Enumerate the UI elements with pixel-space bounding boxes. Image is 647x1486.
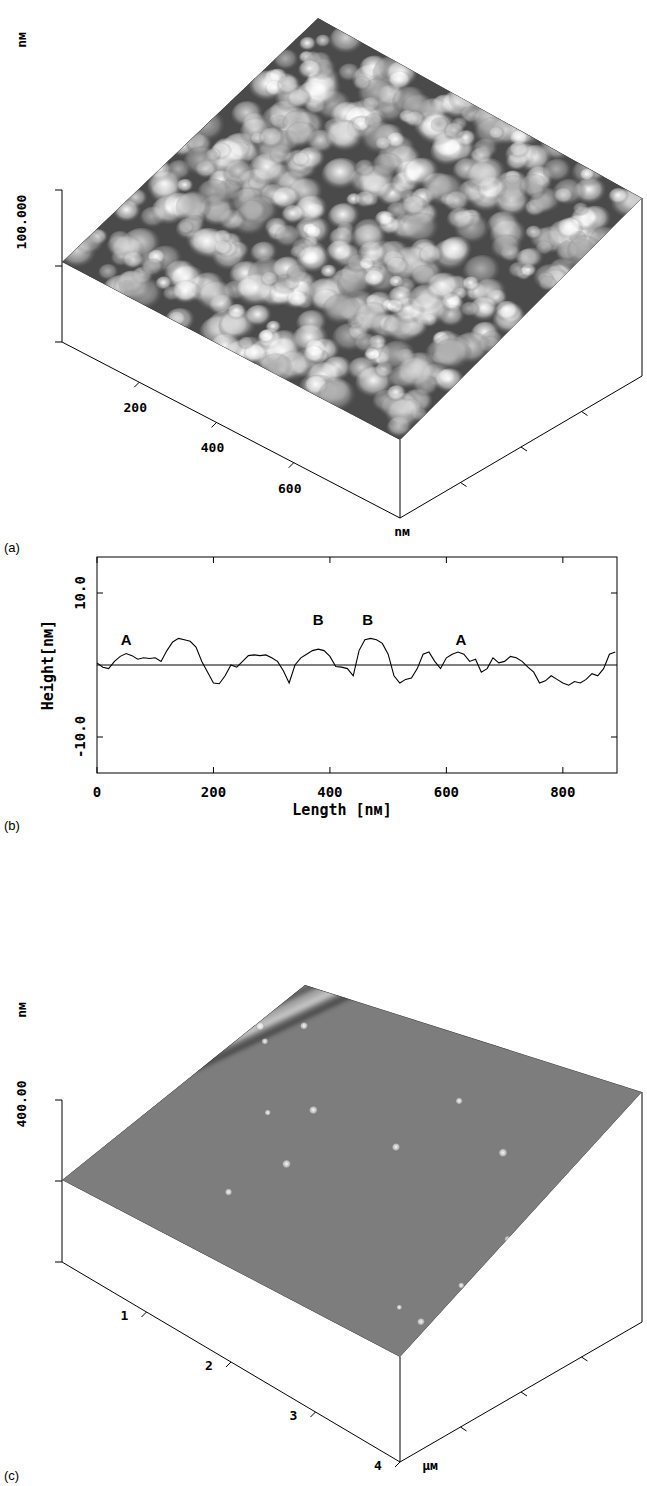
x-tick-top: [213, 557, 214, 563]
x-tick-label: 400: [201, 440, 225, 455]
x-tick-label: 600: [278, 481, 302, 496]
annotation: B: [313, 611, 324, 628]
x-tick: [134, 382, 139, 387]
x-tick-label: 2: [205, 1358, 213, 1373]
y-tick-right: [611, 737, 617, 738]
x-tick: [226, 1362, 231, 1367]
y-tick: [97, 737, 103, 738]
y-tick-label: -10.0: [72, 716, 88, 758]
x-tick-top: [97, 557, 98, 563]
plot-frame: [97, 557, 617, 773]
afm-surface: [59, 18, 647, 440]
x-tick-label: 200: [201, 784, 226, 800]
panel-letter: (a): [4, 540, 20, 555]
x-tick-label: 3: [290, 1408, 298, 1423]
height-profile: [97, 638, 615, 685]
x-tick: [395, 1462, 400, 1467]
x-tick-label: 800: [550, 784, 575, 800]
x-tick: [289, 463, 294, 468]
x-tick: [97, 767, 98, 773]
x-range: [142, 1312, 401, 1467]
x-axis-title: Length [nм]: [292, 801, 391, 819]
x-tick-top: [329, 557, 330, 563]
box-frame: [55, 190, 642, 518]
plot-area: [97, 638, 617, 685]
y-tick-right: [611, 593, 617, 594]
panel-letter: (b): [4, 818, 20, 833]
x-tick-label: 4: [374, 1458, 382, 1473]
z-label: 100.000: [14, 194, 29, 249]
z-unit: nм: [14, 1002, 29, 1018]
annotation: A: [121, 631, 132, 648]
afm-panel: 100.000 nм 200 400 600 nм (a): [4, 18, 647, 555]
x-tick: [142, 1312, 147, 1317]
y-tick-label: 10.0: [72, 576, 88, 610]
x-tick: [311, 1412, 316, 1417]
x-tick: [446, 767, 447, 773]
x-tick: [562, 767, 563, 773]
x-unit: nм: [394, 524, 410, 539]
figure: 100.000 nм 200 400 600 nм (a) 400.00 nм 1 2 3 4 μм (c)…: [0, 0, 647, 1486]
annotation: B: [362, 611, 373, 628]
x-tick-label: 200: [124, 400, 148, 415]
x-tick-top: [446, 557, 447, 563]
annotation: A: [456, 631, 467, 648]
x-unit: μм: [422, 1458, 438, 1473]
x-tick: [212, 422, 217, 427]
profile-chart: 0 200 400 600 800 -10.0 10.0 Length [nм] Height[…: [4, 557, 617, 833]
x-tick-label: 400: [317, 784, 342, 800]
x-tick: [213, 767, 214, 773]
x-tick-top: [562, 557, 563, 563]
x-tick-label: 1: [121, 1308, 129, 1323]
z-unit: nм: [14, 32, 29, 48]
x-tick-label: 600: [434, 784, 459, 800]
y-tick: [97, 593, 103, 594]
y-axis-title: Height[nм]: [39, 620, 57, 710]
x-tick: [329, 767, 330, 773]
zero-line: [97, 665, 617, 666]
z-label: 400.00: [14, 1080, 29, 1127]
panel-letter: (c): [4, 1468, 19, 1483]
x-tick-label: 0: [93, 784, 101, 800]
x-range: [134, 382, 294, 467]
